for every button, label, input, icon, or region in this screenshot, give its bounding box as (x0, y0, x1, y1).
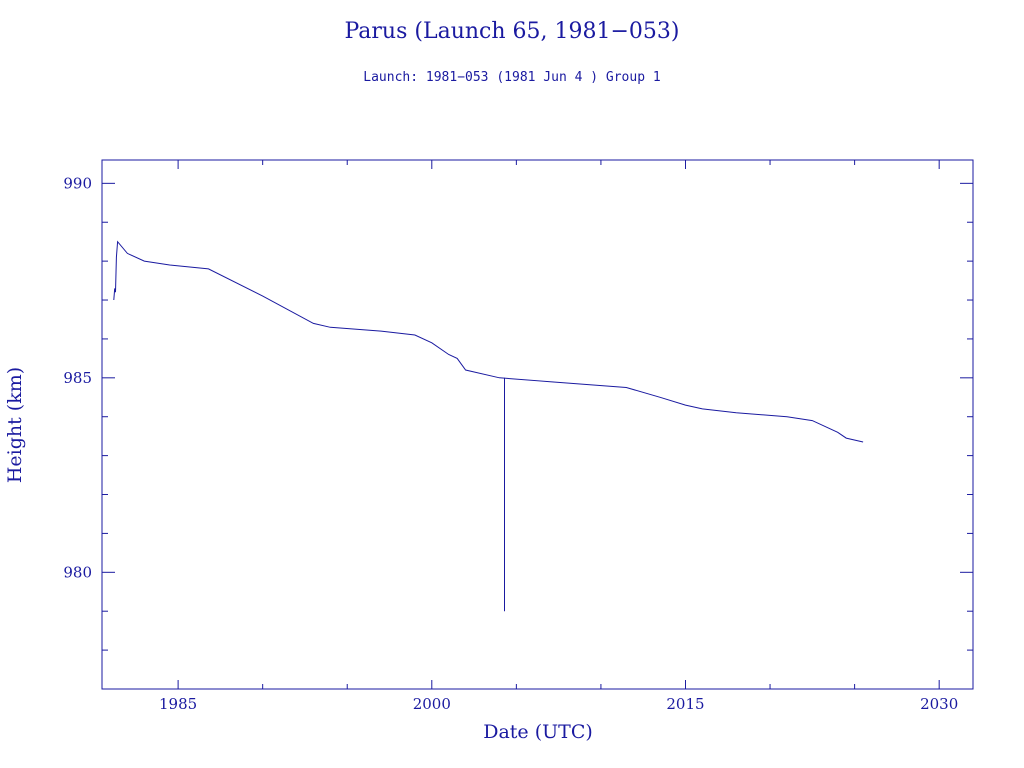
y-tick-label: 985 (63, 369, 92, 387)
x-tick-label: 2000 (413, 695, 451, 713)
axis-tick-labels: 1985 2000 2015 2030 980 985 990 (63, 174, 958, 713)
chart-title: Parus (Launch 65, 1981−053) (344, 19, 679, 44)
axis-ticks (102, 160, 973, 689)
data-series (113, 240, 864, 612)
x-tick-label: 2030 (920, 695, 958, 713)
x-axis-label: Date (UTC) (483, 721, 593, 743)
plot-frame (101, 159, 974, 690)
y-tick-label: 990 (63, 174, 92, 192)
x-tick-label: 2015 (666, 695, 704, 713)
x-tick-label: 1985 (159, 695, 197, 713)
y-tick-label: 980 (63, 563, 92, 581)
y-axis-label: Height (km) (4, 367, 26, 483)
chart-subtitle: Launch: 1981−053 (1981 Jun 4 ) Group 1 (363, 70, 660, 85)
height-series-line (113, 240, 864, 443)
